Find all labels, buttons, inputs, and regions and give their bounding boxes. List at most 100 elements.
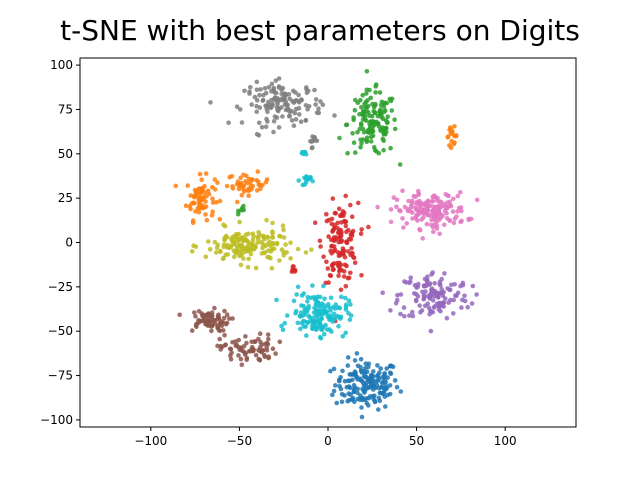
data-point: [209, 212, 215, 218]
data-point: [244, 357, 249, 363]
data-point: [474, 197, 480, 203]
data-point: [333, 302, 339, 307]
data-point: [331, 366, 337, 372]
data-point: [269, 246, 275, 252]
data-point: [248, 85, 253, 90]
data-point: [269, 265, 275, 271]
data-point: [410, 309, 415, 315]
data-point: [361, 369, 366, 374]
data-point: [323, 322, 328, 328]
data-point: [342, 254, 348, 260]
data-point: [423, 283, 429, 289]
data-point: [221, 244, 226, 250]
data-point: [248, 251, 254, 257]
data-point: [304, 85, 309, 90]
data-point: [337, 135, 342, 141]
data-point: [458, 283, 463, 289]
data-point: [277, 258, 282, 263]
data-point: [193, 209, 198, 214]
data-point: [432, 194, 438, 199]
data-point: [277, 339, 283, 345]
data-point: [273, 78, 279, 83]
data-point: [444, 200, 450, 205]
data-point: [431, 305, 437, 310]
x-axis-ticks: −100 −50 0 50 100: [134, 427, 517, 448]
data-point: [351, 140, 357, 145]
data-point: [303, 250, 309, 255]
data-point: [387, 383, 393, 388]
data-point: [281, 227, 286, 233]
data-point: [424, 278, 430, 284]
data-point: [415, 218, 420, 223]
data-point: [311, 321, 317, 327]
data-point: [331, 267, 336, 272]
data-point: [317, 238, 323, 244]
data-point: [356, 200, 361, 206]
data-point: [207, 314, 213, 319]
data-point: [448, 203, 454, 208]
data-point: [375, 204, 380, 210]
data-point: [260, 245, 265, 251]
data-point: [404, 221, 410, 226]
data-point: [388, 308, 393, 313]
data-point: [432, 205, 438, 210]
data-point: [346, 391, 352, 396]
data-point: [266, 336, 271, 342]
data-point: [248, 183, 254, 189]
data-point: [295, 284, 301, 290]
data-point: [263, 124, 269, 129]
data-point: [446, 193, 451, 199]
data-point: [230, 184, 235, 189]
data-point: [357, 126, 363, 132]
data-point: [343, 223, 349, 229]
y-tick-label: −100: [40, 413, 73, 427]
data-point: [340, 246, 346, 251]
data-point: [204, 217, 210, 223]
data-point: [328, 295, 334, 301]
data-point: [191, 243, 196, 248]
data-point: [343, 295, 348, 301]
data-point: [437, 231, 443, 237]
data-point: [262, 354, 268, 360]
data-point: [284, 250, 290, 255]
data-point: [270, 220, 275, 226]
data-point: [342, 393, 347, 398]
data-point: [276, 125, 282, 130]
data-point: [439, 290, 445, 296]
data-point: [293, 117, 299, 122]
data-point: [348, 270, 353, 276]
data-point: [366, 364, 371, 370]
data-point: [229, 350, 234, 356]
data-point: [282, 102, 288, 107]
x-tick-label: 50: [409, 434, 424, 448]
data-point: [346, 310, 351, 316]
data-point: [341, 210, 347, 216]
data-point: [363, 361, 369, 367]
data-point: [348, 372, 354, 377]
data-point: [257, 92, 262, 98]
data-point: [447, 287, 453, 293]
data-point: [189, 249, 195, 254]
data-point: [206, 239, 211, 244]
data-point: [279, 98, 284, 103]
data-point: [446, 300, 451, 305]
data-point: [357, 111, 362, 117]
data-point: [255, 179, 261, 184]
data-point: [312, 87, 317, 93]
data-point: [271, 129, 276, 135]
data-point: [209, 310, 215, 315]
data-point: [430, 298, 436, 303]
data-point: [351, 254, 356, 260]
data-point: [333, 211, 339, 216]
data-point: [239, 247, 245, 252]
data-point: [418, 309, 423, 315]
data-point: [359, 141, 364, 146]
data-point: [455, 209, 460, 214]
data-point: [397, 162, 403, 167]
data-point: [192, 194, 197, 200]
data-point: [185, 183, 190, 188]
data-point: [218, 347, 223, 352]
data-point: [222, 333, 227, 338]
data-point: [434, 219, 440, 224]
data-point: [362, 101, 367, 107]
